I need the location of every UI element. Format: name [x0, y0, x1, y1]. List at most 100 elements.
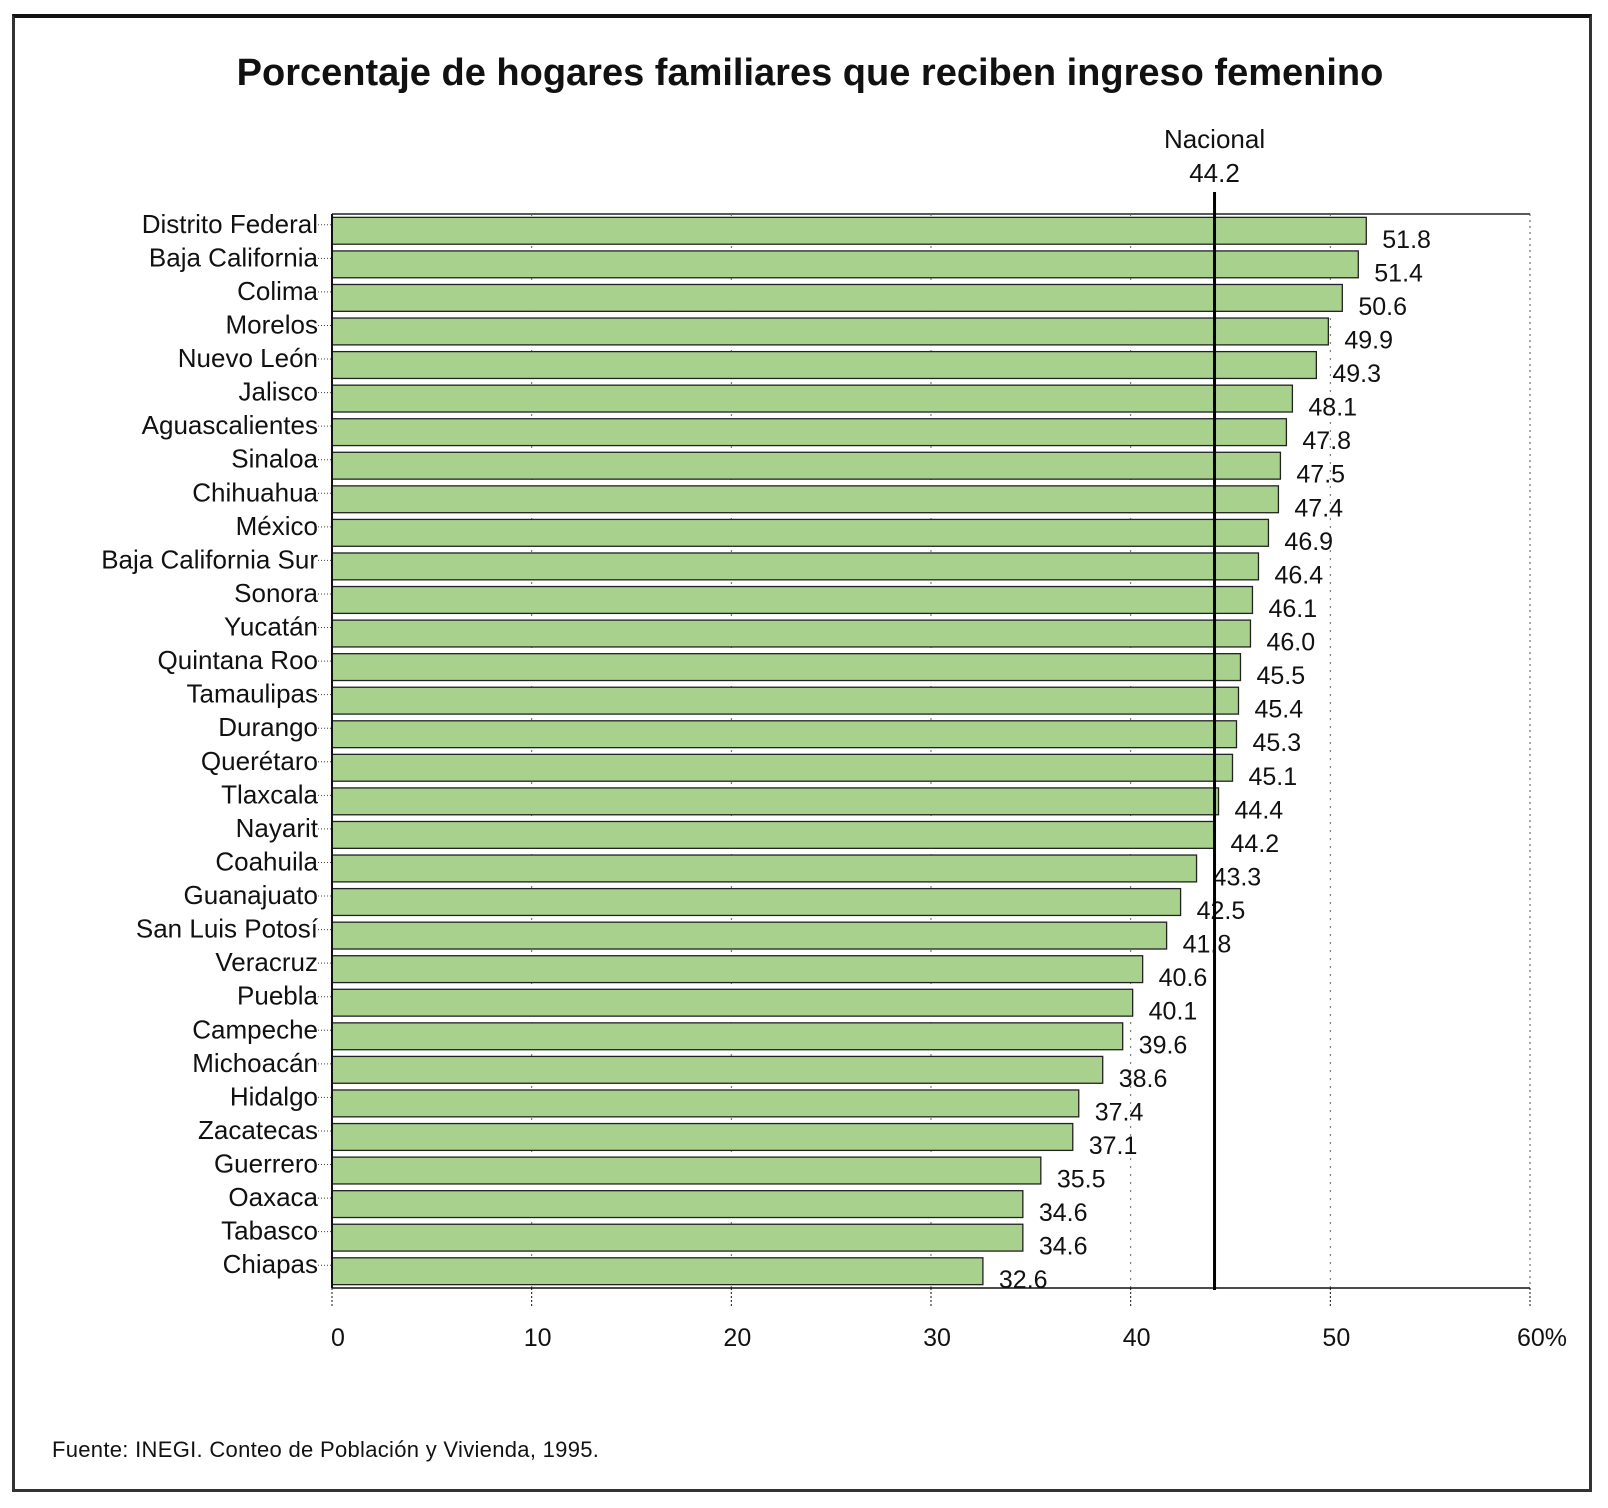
bar-28 — [331, 1122, 1074, 1152]
bar-4 — [331, 317, 1329, 346]
category-label: Colima — [237, 276, 318, 306]
value-label: 51.4 — [1374, 259, 1423, 287]
bar-9 — [331, 485, 1280, 514]
x-tick-label: 60% — [1517, 1324, 1567, 1352]
category-label: Puebla — [237, 981, 318, 1011]
x-tick-label: 10 — [524, 1324, 552, 1352]
value-label: 46.4 — [1274, 561, 1323, 589]
category-label: México — [236, 511, 318, 541]
value-label: 45.5 — [1256, 662, 1305, 690]
category-label: Hidalgo — [230, 1081, 318, 1111]
bars — [331, 216, 1367, 1286]
category-label: Durango — [218, 712, 318, 742]
value-label: 45.1 — [1248, 763, 1297, 791]
value-label: 37.1 — [1089, 1132, 1138, 1160]
category-label: Tabasco — [221, 1216, 318, 1246]
value-label: 50.6 — [1358, 293, 1407, 321]
category-label: Yucatán — [224, 612, 318, 642]
value-label: 47.4 — [1294, 494, 1343, 522]
bar-7 — [331, 418, 1288, 447]
category-label: Chihuahua — [192, 477, 318, 507]
bar-13 — [331, 619, 1252, 648]
bar-12 — [331, 585, 1254, 615]
value-label: 46.0 — [1266, 629, 1315, 657]
category-label: Veracruz — [215, 947, 318, 977]
value-label: 38.6 — [1119, 1065, 1168, 1093]
bar-20 — [331, 854, 1198, 883]
bar-3 — [331, 283, 1343, 312]
x-tick-label: 0 — [331, 1324, 345, 1352]
bar-14 — [331, 653, 1242, 682]
x-tick-label: 40 — [1123, 1324, 1151, 1352]
category-label: Guerrero — [214, 1149, 318, 1179]
category-label: Campeche — [192, 1014, 318, 1044]
bar-19 — [331, 820, 1216, 849]
category-label: Querétaro — [201, 746, 318, 776]
value-label: 46.9 — [1284, 528, 1333, 556]
category-label: Baja California — [149, 242, 319, 272]
category-label: Chiapas — [223, 1249, 318, 1279]
category-label: Baja California Sur — [101, 544, 318, 574]
value-label: 40.6 — [1159, 964, 1208, 992]
category-label: Tamaulipas — [186, 679, 318, 709]
value-label: 35.5 — [1057, 1166, 1106, 1194]
value-label: 51.8 — [1382, 226, 1431, 254]
category-label: Sonora — [234, 578, 318, 608]
value-label: 39.6 — [1139, 1031, 1188, 1059]
x-axis: 0 10 20 30 40 50 60% — [331, 214, 1567, 1352]
value-label: 48.1 — [1308, 394, 1357, 422]
chart-frame — [12, 14, 1592, 1492]
category-label: Michoacán — [192, 1048, 318, 1078]
category-label: Guanajuato — [184, 880, 318, 910]
bar-24 — [331, 988, 1134, 1017]
value-label: 44.4 — [1235, 796, 1284, 824]
value-label: 34.6 — [1039, 1199, 1088, 1227]
bar-30 — [331, 1190, 1024, 1219]
x-tick-label: 50 — [1322, 1324, 1350, 1352]
reference-line-label: Nacional — [1164, 124, 1265, 154]
category-label: Zacatecas — [198, 1115, 318, 1145]
value-label: 43.3 — [1213, 863, 1262, 891]
value-label: 44.2 — [1231, 830, 1280, 858]
value-label: 45.3 — [1252, 729, 1301, 757]
bar-17 — [331, 753, 1234, 782]
bar-11 — [331, 552, 1260, 581]
x-tick-label: 30 — [923, 1324, 951, 1352]
category-label: Distrito Federal — [142, 209, 318, 239]
category-label: Tlaxcala — [221, 779, 318, 809]
bar-6 — [331, 384, 1294, 413]
bar-1 — [331, 216, 1367, 245]
category-label: Quintana Roo — [158, 645, 318, 675]
bar-10 — [331, 518, 1270, 547]
bar-2 — [331, 250, 1359, 279]
value-label: 37.4 — [1095, 1098, 1144, 1126]
value-label: 47.8 — [1302, 427, 1351, 455]
chart-title: Porcentaje de hogares familiares que rec… — [236, 52, 1384, 94]
value-labels: 51.8 51.4 50.6 49.9 49.3 48.1 47.8 47.5 47.4 46.9… — [999, 226, 1431, 1294]
value-label: 32.6 — [999, 1266, 1048, 1294]
gridlines — [332, 213, 1531, 1288]
value-label: 49.3 — [1332, 360, 1381, 388]
value-label: 47.5 — [1296, 461, 1345, 489]
bar-29 — [331, 1156, 1042, 1185]
value-label: 34.6 — [1039, 1233, 1088, 1261]
category-label: Aguascalientes — [142, 410, 318, 440]
category-label: Nayarit — [236, 813, 319, 843]
category-label: Oaxaca — [228, 1182, 318, 1212]
bar-21 — [331, 887, 1182, 917]
bar-22 — [331, 921, 1168, 950]
category-label: Morelos — [226, 309, 318, 339]
reference-line-value: 44.2 — [1189, 158, 1240, 188]
source-note: Fuente: INEGI. Conteo de Población y Viv… — [52, 1437, 600, 1462]
category-label: Jalisco — [239, 377, 318, 407]
bar-31 — [331, 1223, 1024, 1252]
category-label: Nuevo León — [178, 343, 318, 373]
category-label: Coahuila — [215, 846, 318, 876]
bar-16 — [331, 720, 1238, 749]
reference-line-group: Nacional 44.2 — [1164, 124, 1265, 1290]
value-label: 42.5 — [1197, 897, 1246, 925]
value-label: 45.4 — [1254, 696, 1303, 724]
bar-18 — [331, 787, 1220, 816]
